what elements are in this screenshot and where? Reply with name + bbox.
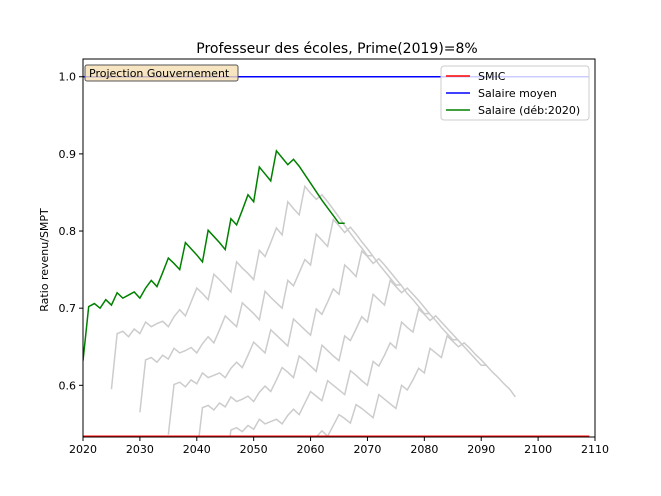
plot-frame: [82, 58, 596, 438]
x-tick-label: 2100: [524, 443, 552, 456]
career-line-start-2025: [110, 184, 374, 390]
plot-area: 2020 2030 2040 2050 2060 2070 2080 2090 2100 2110…: [59, 58, 609, 456]
career-line-start-2045: [229, 307, 487, 437]
career-line-start-2035: [167, 249, 431, 435]
x-tick-label: 2040: [183, 443, 211, 456]
x-tick-label: 2090: [467, 443, 495, 456]
legend-frame: [440, 65, 590, 121]
x-tick-label: 2020: [69, 443, 97, 456]
career-line-start-2050: [315, 334, 516, 437]
annotation-box: Projection Gouvernement: [84, 64, 239, 82]
chart-title: Professeur des écoles, Prime(2019)=8%: [196, 41, 477, 57]
x-tick-label: 2110: [581, 443, 609, 456]
y-tick-label: 0.6: [59, 379, 77, 392]
x-tick-label: 2080: [410, 443, 438, 456]
salaire-deb2020-line: [83, 149, 345, 361]
y-tick-label: 0.7: [59, 302, 77, 315]
x-tick-label: 2070: [353, 443, 381, 456]
y-axis-label: Ratio revenu/SMPT: [38, 208, 51, 312]
y-tick-label: 0.9: [59, 148, 77, 161]
x-tick-label: 2060: [297, 443, 325, 456]
x-tick-label: 2050: [240, 443, 268, 456]
legend-item-salaire-deb2020: Salaire (déb:2020): [478, 104, 580, 117]
career-line-start-2040: [198, 278, 459, 437]
y-tick-label: 0.8: [59, 225, 77, 238]
legend-item-salaire-moyen: Salaire moyen: [478, 87, 557, 100]
career-line-start-2030: [139, 217, 402, 413]
legend-item-smic: SMIC: [478, 70, 506, 83]
legend: SMIC Salaire moyen Salaire (déb:2020): [440, 65, 590, 121]
y-tick-label: 1.0: [59, 71, 77, 84]
annotation-text: Projection Gouvernement: [89, 67, 230, 80]
x-tick-label: 2030: [126, 443, 154, 456]
